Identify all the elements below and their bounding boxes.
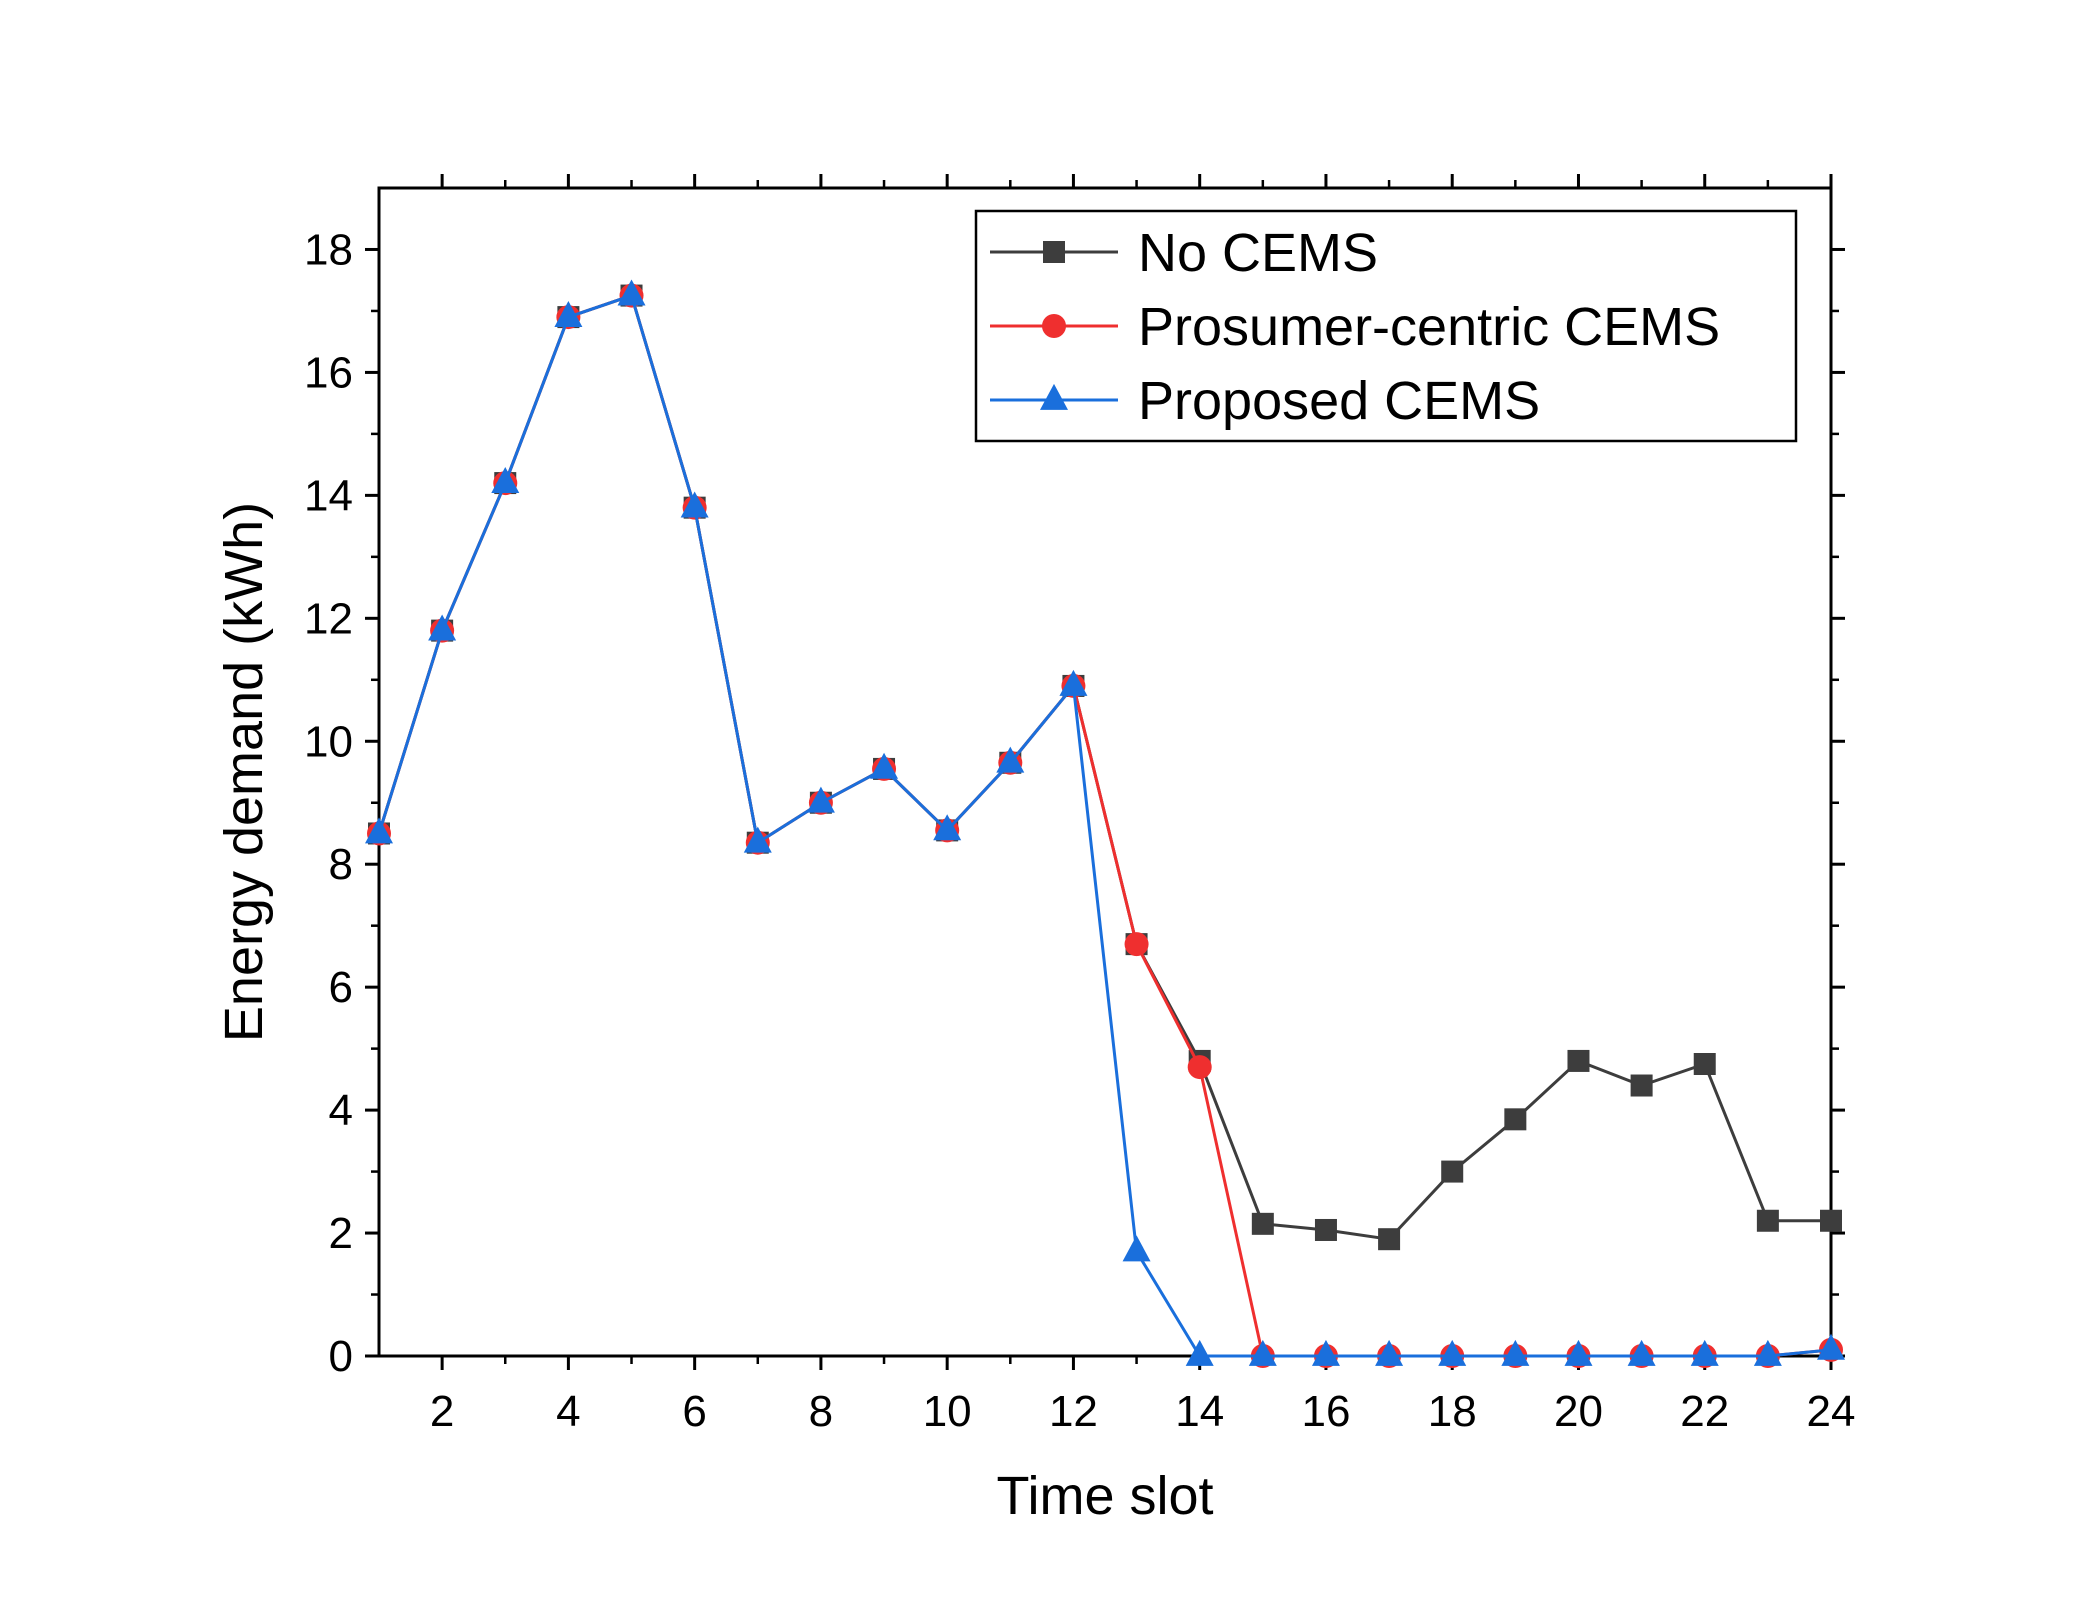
x-axis-title: Time slot [996, 1466, 1213, 1526]
data-point [1501, 1339, 1530, 1366]
legend-marker [1043, 241, 1065, 263]
y-tick-label: 16 [304, 348, 353, 397]
series-prosumer-centric-cems [367, 283, 1843, 1368]
data-point [1693, 1053, 1716, 1075]
legend-item: No CEMS [990, 223, 1378, 283]
y-tick-label: 2 [329, 1209, 353, 1258]
legend-label: Proposed CEMS [1138, 371, 1540, 431]
data-point [743, 826, 772, 853]
legend-label: No CEMS [1138, 223, 1378, 283]
y-tick-label: 8 [329, 840, 353, 889]
data-point [1378, 1228, 1401, 1251]
x-tick-label: 2 [430, 1387, 454, 1436]
x-tick-label: 22 [1680, 1387, 1729, 1436]
x-tick-label: 4 [556, 1387, 580, 1436]
data-point [1630, 1074, 1653, 1097]
x-tick-label: 18 [1428, 1387, 1477, 1436]
y-tick-label: 10 [304, 717, 353, 766]
legend: No CEMS Prosumer-centric CEMS Proposed CEM… [974, 209, 1798, 443]
x-tick-label: 14 [1175, 1387, 1224, 1436]
series-line [377, 293, 1832, 1358]
plot-border [377, 186, 1833, 1358]
y-tick-label: 4 [329, 1086, 353, 1135]
data-point [1375, 1339, 1404, 1366]
data-point [1438, 1339, 1467, 1366]
legend-marker [1042, 314, 1066, 338]
data-point [1756, 1209, 1779, 1232]
y-tick-label: 6 [329, 963, 353, 1012]
y-axis-title: Energy demand (kWh) [214, 502, 274, 1042]
data-point [1564, 1339, 1593, 1366]
data-point [617, 279, 646, 306]
data-point [680, 491, 709, 518]
data-point [1817, 1333, 1845, 1360]
x-tick-label: 8 [809, 1387, 833, 1436]
legend-label: Prosumer-centric CEMS [1138, 297, 1720, 357]
data-point [933, 814, 962, 841]
data-point [1690, 1339, 1719, 1366]
x-tick-label: 20 [1554, 1387, 1603, 1436]
data-point [1753, 1339, 1782, 1366]
x-tick-label: 10 [923, 1387, 972, 1436]
data-point [1627, 1339, 1656, 1366]
data-point [1567, 1049, 1590, 1072]
data-point [1187, 1055, 1212, 1080]
data-point [554, 300, 583, 327]
y-tick-label: 18 [304, 225, 353, 274]
y-tick-label: 0 [329, 1332, 353, 1381]
x-tick-label: 24 [1807, 1387, 1856, 1436]
data-point [1441, 1160, 1464, 1183]
data-point [491, 466, 520, 493]
data-point [1122, 1235, 1151, 1262]
data-point [1504, 1108, 1527, 1131]
legend-item: Prosumer-centric CEMS [990, 297, 1720, 357]
x-tick-label: 6 [682, 1387, 706, 1436]
data-point [1124, 932, 1149, 957]
series-proposed-cems [365, 279, 1845, 1366]
data-point [1248, 1339, 1277, 1366]
plot-area [377, 186, 1833, 1358]
data-point [1311, 1339, 1340, 1366]
data-point [996, 746, 1025, 773]
data-point [365, 817, 393, 844]
y-tick-label: 14 [304, 471, 353, 520]
data-point [1314, 1218, 1337, 1241]
x-tick-label: 12 [1049, 1387, 1098, 1436]
data-point [1185, 1339, 1214, 1366]
x-axis: 2 4 6 8 10 12 14 16 18 20 22 24 [430, 174, 1856, 1436]
data-point [870, 752, 899, 779]
data-point [1059, 669, 1088, 696]
data-point [1820, 1209, 1842, 1232]
y-axis: 0 2 4 6 8 10 12 14 16 18 [304, 225, 1845, 1381]
legend-marker [1040, 383, 1068, 410]
y-tick-label: 12 [304, 594, 353, 643]
series-layer [365, 279, 1845, 1368]
data-point [806, 786, 835, 813]
x-tick-label: 16 [1301, 1387, 1350, 1436]
data-point [428, 614, 457, 641]
series-line [377, 293, 1832, 1358]
data-point [1251, 1212, 1274, 1235]
legend-item: Proposed CEMS [990, 371, 1540, 431]
